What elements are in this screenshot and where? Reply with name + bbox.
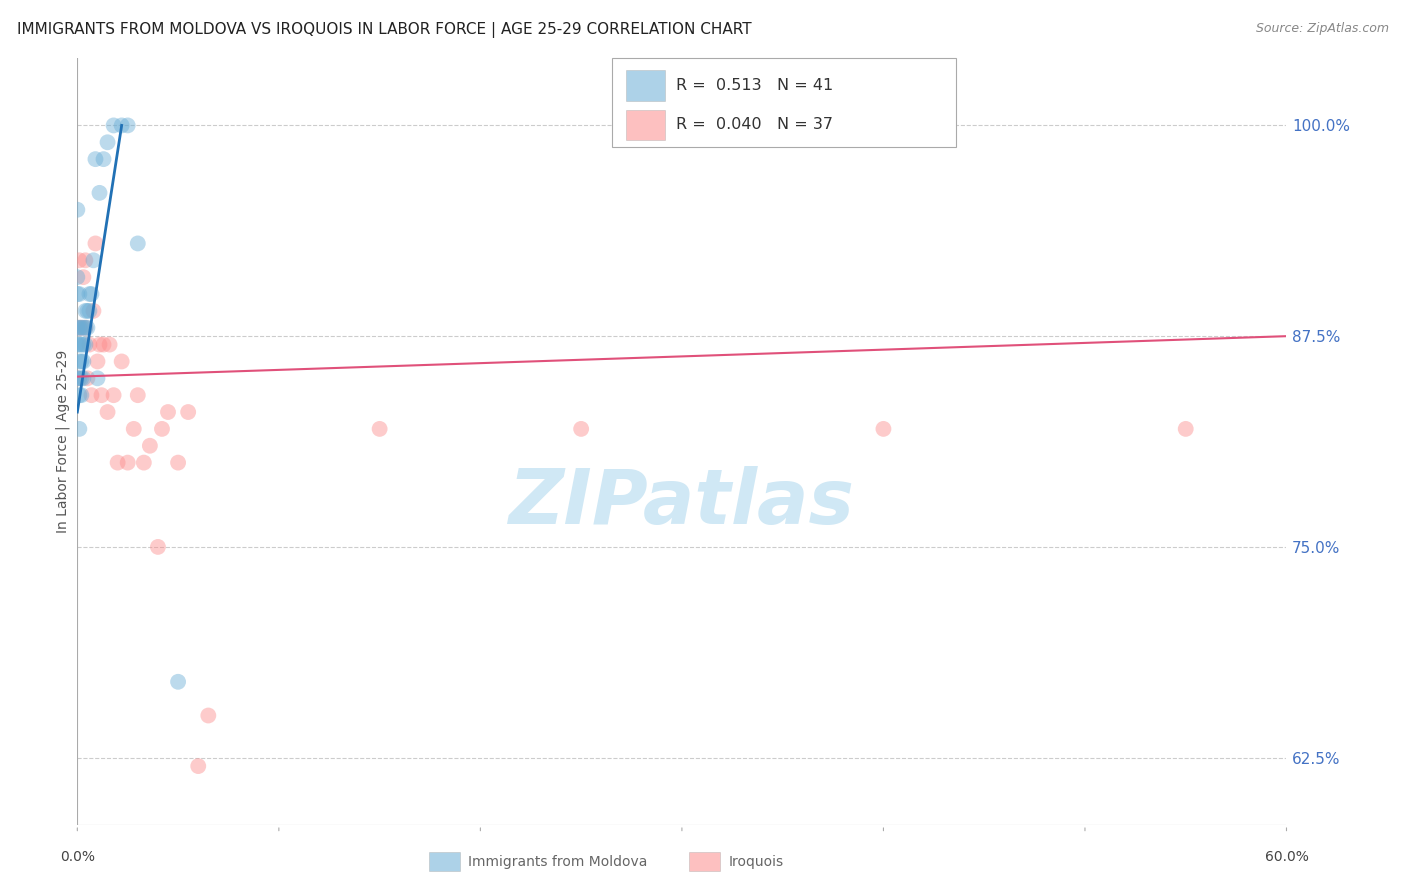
Point [66, 337, 89, 351]
Point [70, 337, 93, 351]
Point [67, 253, 90, 268]
Point [75, 337, 97, 351]
Point [368, 422, 391, 436]
Point [117, 456, 139, 470]
Point [67, 320, 90, 334]
Point [72, 354, 94, 368]
Point [67, 354, 90, 368]
Point [111, 354, 134, 368]
Text: ZIPatlas: ZIPatlas [509, 466, 855, 540]
Point [139, 439, 162, 453]
Point [107, 456, 129, 470]
Point [132, 456, 155, 470]
Point [70, 371, 93, 385]
Text: Immigrants from Moldova: Immigrants from Moldova [468, 855, 648, 869]
Text: Iroquois: Iroquois [728, 855, 783, 869]
Point [66, 270, 89, 285]
Point [98, 337, 121, 351]
Point [157, 405, 180, 419]
Point [66, 371, 89, 385]
Point [1174, 422, 1197, 436]
Point [111, 119, 134, 133]
Point [75, 320, 97, 334]
Point [82, 253, 104, 268]
Point [75, 304, 97, 318]
Text: IMMIGRANTS FROM MOLDOVA VS IROQUOIS IN LABOR FORCE | AGE 25-29 CORRELATION CHART: IMMIGRANTS FROM MOLDOVA VS IROQUOIS IN L… [17, 22, 751, 38]
Point [150, 422, 173, 436]
Point [872, 422, 894, 436]
Point [80, 388, 103, 402]
Point [103, 388, 125, 402]
Point [122, 422, 145, 436]
Point [177, 405, 200, 419]
Point [72, 320, 94, 334]
Point [93, 152, 115, 166]
Point [90, 388, 112, 402]
Point [67, 320, 90, 334]
Point [66, 287, 89, 301]
Point [66, 202, 89, 217]
Text: R =  0.040   N = 37: R = 0.040 N = 37 [676, 118, 834, 132]
Point [197, 708, 219, 723]
Point [72, 270, 94, 285]
Point [127, 236, 149, 251]
Point [72, 337, 94, 351]
Point [96, 136, 118, 150]
Point [76, 304, 98, 318]
Point [75, 253, 97, 268]
Point [79, 287, 101, 301]
Point [67, 388, 90, 402]
Point [66, 371, 89, 385]
Point [167, 674, 190, 689]
Point [79, 337, 101, 351]
Text: R =  0.513   N = 41: R = 0.513 N = 41 [676, 78, 834, 93]
Point [79, 304, 101, 318]
Point [86, 354, 108, 368]
Point [187, 759, 209, 773]
Point [82, 304, 104, 318]
Text: 60.0%: 60.0% [1264, 850, 1309, 864]
Point [67, 287, 90, 301]
Point [80, 287, 103, 301]
Point [84, 236, 107, 251]
Point [70, 320, 93, 334]
Point [72, 371, 94, 385]
Text: 0.0%: 0.0% [60, 850, 94, 864]
Point [67, 422, 90, 436]
Point [127, 388, 149, 402]
Point [89, 337, 111, 351]
Point [67, 337, 90, 351]
Point [167, 456, 190, 470]
Point [103, 119, 125, 133]
Point [70, 354, 93, 368]
Point [84, 152, 107, 166]
Text: Source: ZipAtlas.com: Source: ZipAtlas.com [1256, 22, 1389, 36]
Point [75, 320, 97, 334]
Point [76, 371, 98, 385]
Point [93, 337, 115, 351]
Point [146, 540, 169, 554]
Point [569, 422, 592, 436]
Point [76, 320, 98, 334]
Y-axis label: In Labor Force | Age 25-29: In Labor Force | Age 25-29 [56, 350, 70, 533]
Point [117, 119, 139, 133]
Point [96, 405, 118, 419]
Point [70, 388, 93, 402]
Point [70, 320, 93, 334]
Point [89, 186, 111, 200]
Point [67, 371, 90, 385]
Point [66, 320, 89, 334]
Point [86, 371, 108, 385]
